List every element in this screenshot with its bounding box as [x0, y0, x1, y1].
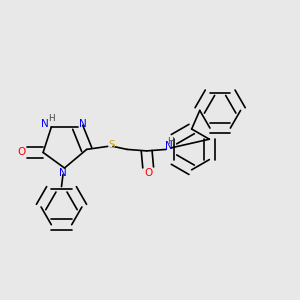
Text: N: N [59, 168, 67, 178]
Text: N: N [41, 119, 49, 129]
Text: N: N [165, 141, 172, 152]
Text: S: S [108, 140, 115, 150]
Text: N: N [79, 119, 87, 129]
Text: O: O [144, 168, 152, 178]
Text: O: O [17, 148, 25, 158]
Text: H: H [167, 136, 174, 146]
Text: H: H [48, 114, 55, 123]
